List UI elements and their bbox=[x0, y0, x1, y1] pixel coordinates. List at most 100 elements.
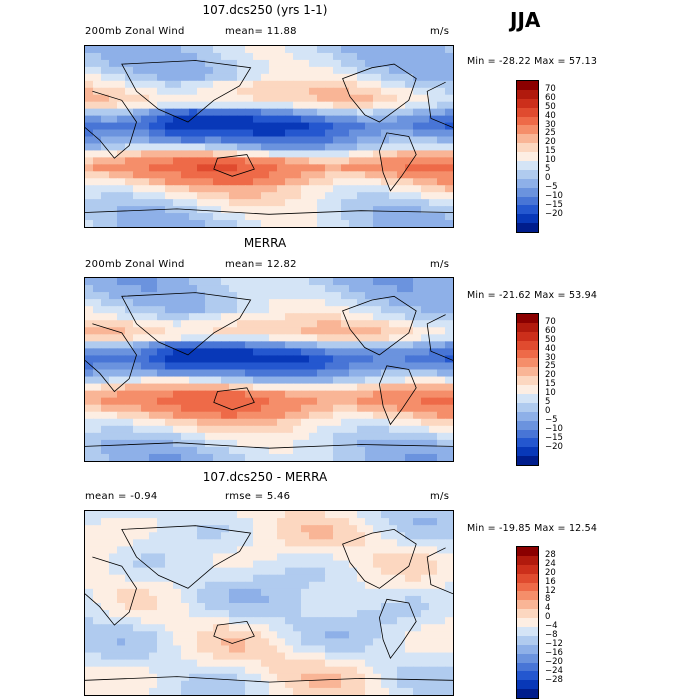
field-cell bbox=[173, 673, 182, 682]
field-cell bbox=[389, 292, 398, 300]
field-cell bbox=[157, 687, 166, 695]
field-cell bbox=[229, 539, 238, 547]
coastline bbox=[85, 556, 137, 626]
field-cell bbox=[325, 383, 334, 392]
field-cell bbox=[357, 292, 366, 300]
field-cell bbox=[181, 617, 190, 625]
coastline bbox=[213, 154, 255, 177]
field-cell bbox=[173, 129, 182, 138]
field-cell bbox=[221, 645, 230, 654]
field-cell bbox=[413, 292, 422, 300]
field-cell bbox=[333, 143, 342, 152]
field-cell bbox=[197, 404, 206, 413]
field-cell bbox=[245, 192, 254, 200]
field-cell bbox=[229, 511, 238, 519]
field-cell bbox=[341, 532, 350, 540]
field-cell bbox=[333, 341, 342, 349]
field-cell bbox=[229, 213, 238, 221]
field-cell bbox=[205, 539, 214, 547]
field-cell bbox=[93, 411, 102, 420]
field-cell bbox=[269, 687, 278, 695]
field-cell bbox=[357, 334, 366, 342]
field-cell bbox=[85, 446, 94, 455]
field-cell bbox=[141, 306, 150, 314]
field-cell bbox=[285, 617, 294, 625]
field-cell bbox=[157, 164, 166, 172]
field-cell bbox=[397, 355, 406, 364]
field-cell bbox=[373, 115, 382, 124]
field-cell bbox=[133, 532, 142, 540]
field-cell bbox=[309, 206, 318, 214]
field-cell bbox=[445, 122, 453, 131]
field-cell bbox=[309, 581, 318, 590]
field-cell bbox=[285, 659, 294, 668]
field-cell bbox=[397, 157, 406, 165]
field-cell bbox=[133, 673, 142, 682]
field-cell bbox=[413, 404, 422, 413]
field-cell bbox=[293, 511, 302, 519]
field-cell bbox=[205, 610, 214, 618]
field-cell bbox=[133, 327, 142, 335]
field-cell bbox=[149, 52, 158, 61]
field-cell bbox=[373, 411, 382, 420]
field-cell bbox=[357, 101, 366, 110]
field-cell bbox=[149, 680, 158, 689]
field-cell bbox=[109, 362, 118, 371]
field-cell bbox=[253, 108, 262, 117]
field-cell bbox=[213, 157, 222, 165]
field-cell bbox=[261, 327, 270, 335]
field-cell bbox=[117, 659, 126, 668]
field-cell bbox=[373, 320, 382, 328]
field-cell bbox=[109, 560, 118, 569]
field-cell bbox=[205, 439, 214, 448]
field-cell bbox=[93, 334, 102, 342]
field-cell bbox=[325, 73, 334, 82]
field-cell bbox=[85, 334, 94, 342]
field-cell bbox=[261, 588, 270, 597]
field-cell bbox=[285, 687, 294, 695]
field-cell bbox=[221, 588, 230, 597]
field-cell bbox=[85, 101, 94, 110]
field-cell bbox=[293, 432, 302, 441]
field-cell bbox=[93, 185, 102, 193]
field-cell bbox=[229, 150, 238, 158]
field-cell bbox=[221, 432, 230, 441]
field-cell bbox=[141, 645, 150, 654]
field-cell bbox=[221, 192, 230, 200]
field-cell bbox=[373, 87, 382, 96]
field-cell bbox=[133, 404, 142, 413]
field-cell bbox=[157, 115, 166, 124]
field-cell bbox=[277, 525, 286, 533]
field-cell bbox=[189, 432, 198, 441]
field-cell bbox=[117, 143, 126, 152]
field-cell bbox=[429, 574, 438, 583]
field-cell bbox=[109, 567, 118, 576]
field-cell bbox=[117, 603, 126, 611]
field-cell bbox=[381, 115, 390, 124]
field-cell bbox=[181, 397, 190, 406]
field-cell bbox=[197, 299, 206, 307]
field-cell bbox=[109, 278, 118, 286]
field-cell bbox=[397, 199, 406, 207]
field-cell bbox=[237, 129, 246, 138]
field-cell bbox=[277, 574, 286, 583]
field-cell bbox=[229, 404, 238, 413]
field-cell bbox=[229, 652, 238, 661]
field-cell bbox=[101, 383, 110, 392]
field-cell bbox=[277, 164, 286, 172]
field-cell bbox=[125, 652, 134, 661]
field-cell bbox=[373, 192, 382, 200]
field-cell bbox=[445, 306, 453, 314]
field-cell bbox=[181, 418, 190, 427]
field-cell bbox=[357, 285, 366, 293]
colorbar-swatch bbox=[517, 331, 538, 341]
field-cell bbox=[133, 213, 142, 221]
field-cell bbox=[341, 285, 350, 293]
field-cell bbox=[253, 603, 262, 611]
field-cell bbox=[261, 52, 270, 61]
field-cell bbox=[117, 129, 126, 138]
field-cell bbox=[357, 157, 366, 165]
field-cell bbox=[277, 610, 286, 618]
field-cell bbox=[381, 631, 390, 639]
field-cell bbox=[245, 397, 254, 406]
